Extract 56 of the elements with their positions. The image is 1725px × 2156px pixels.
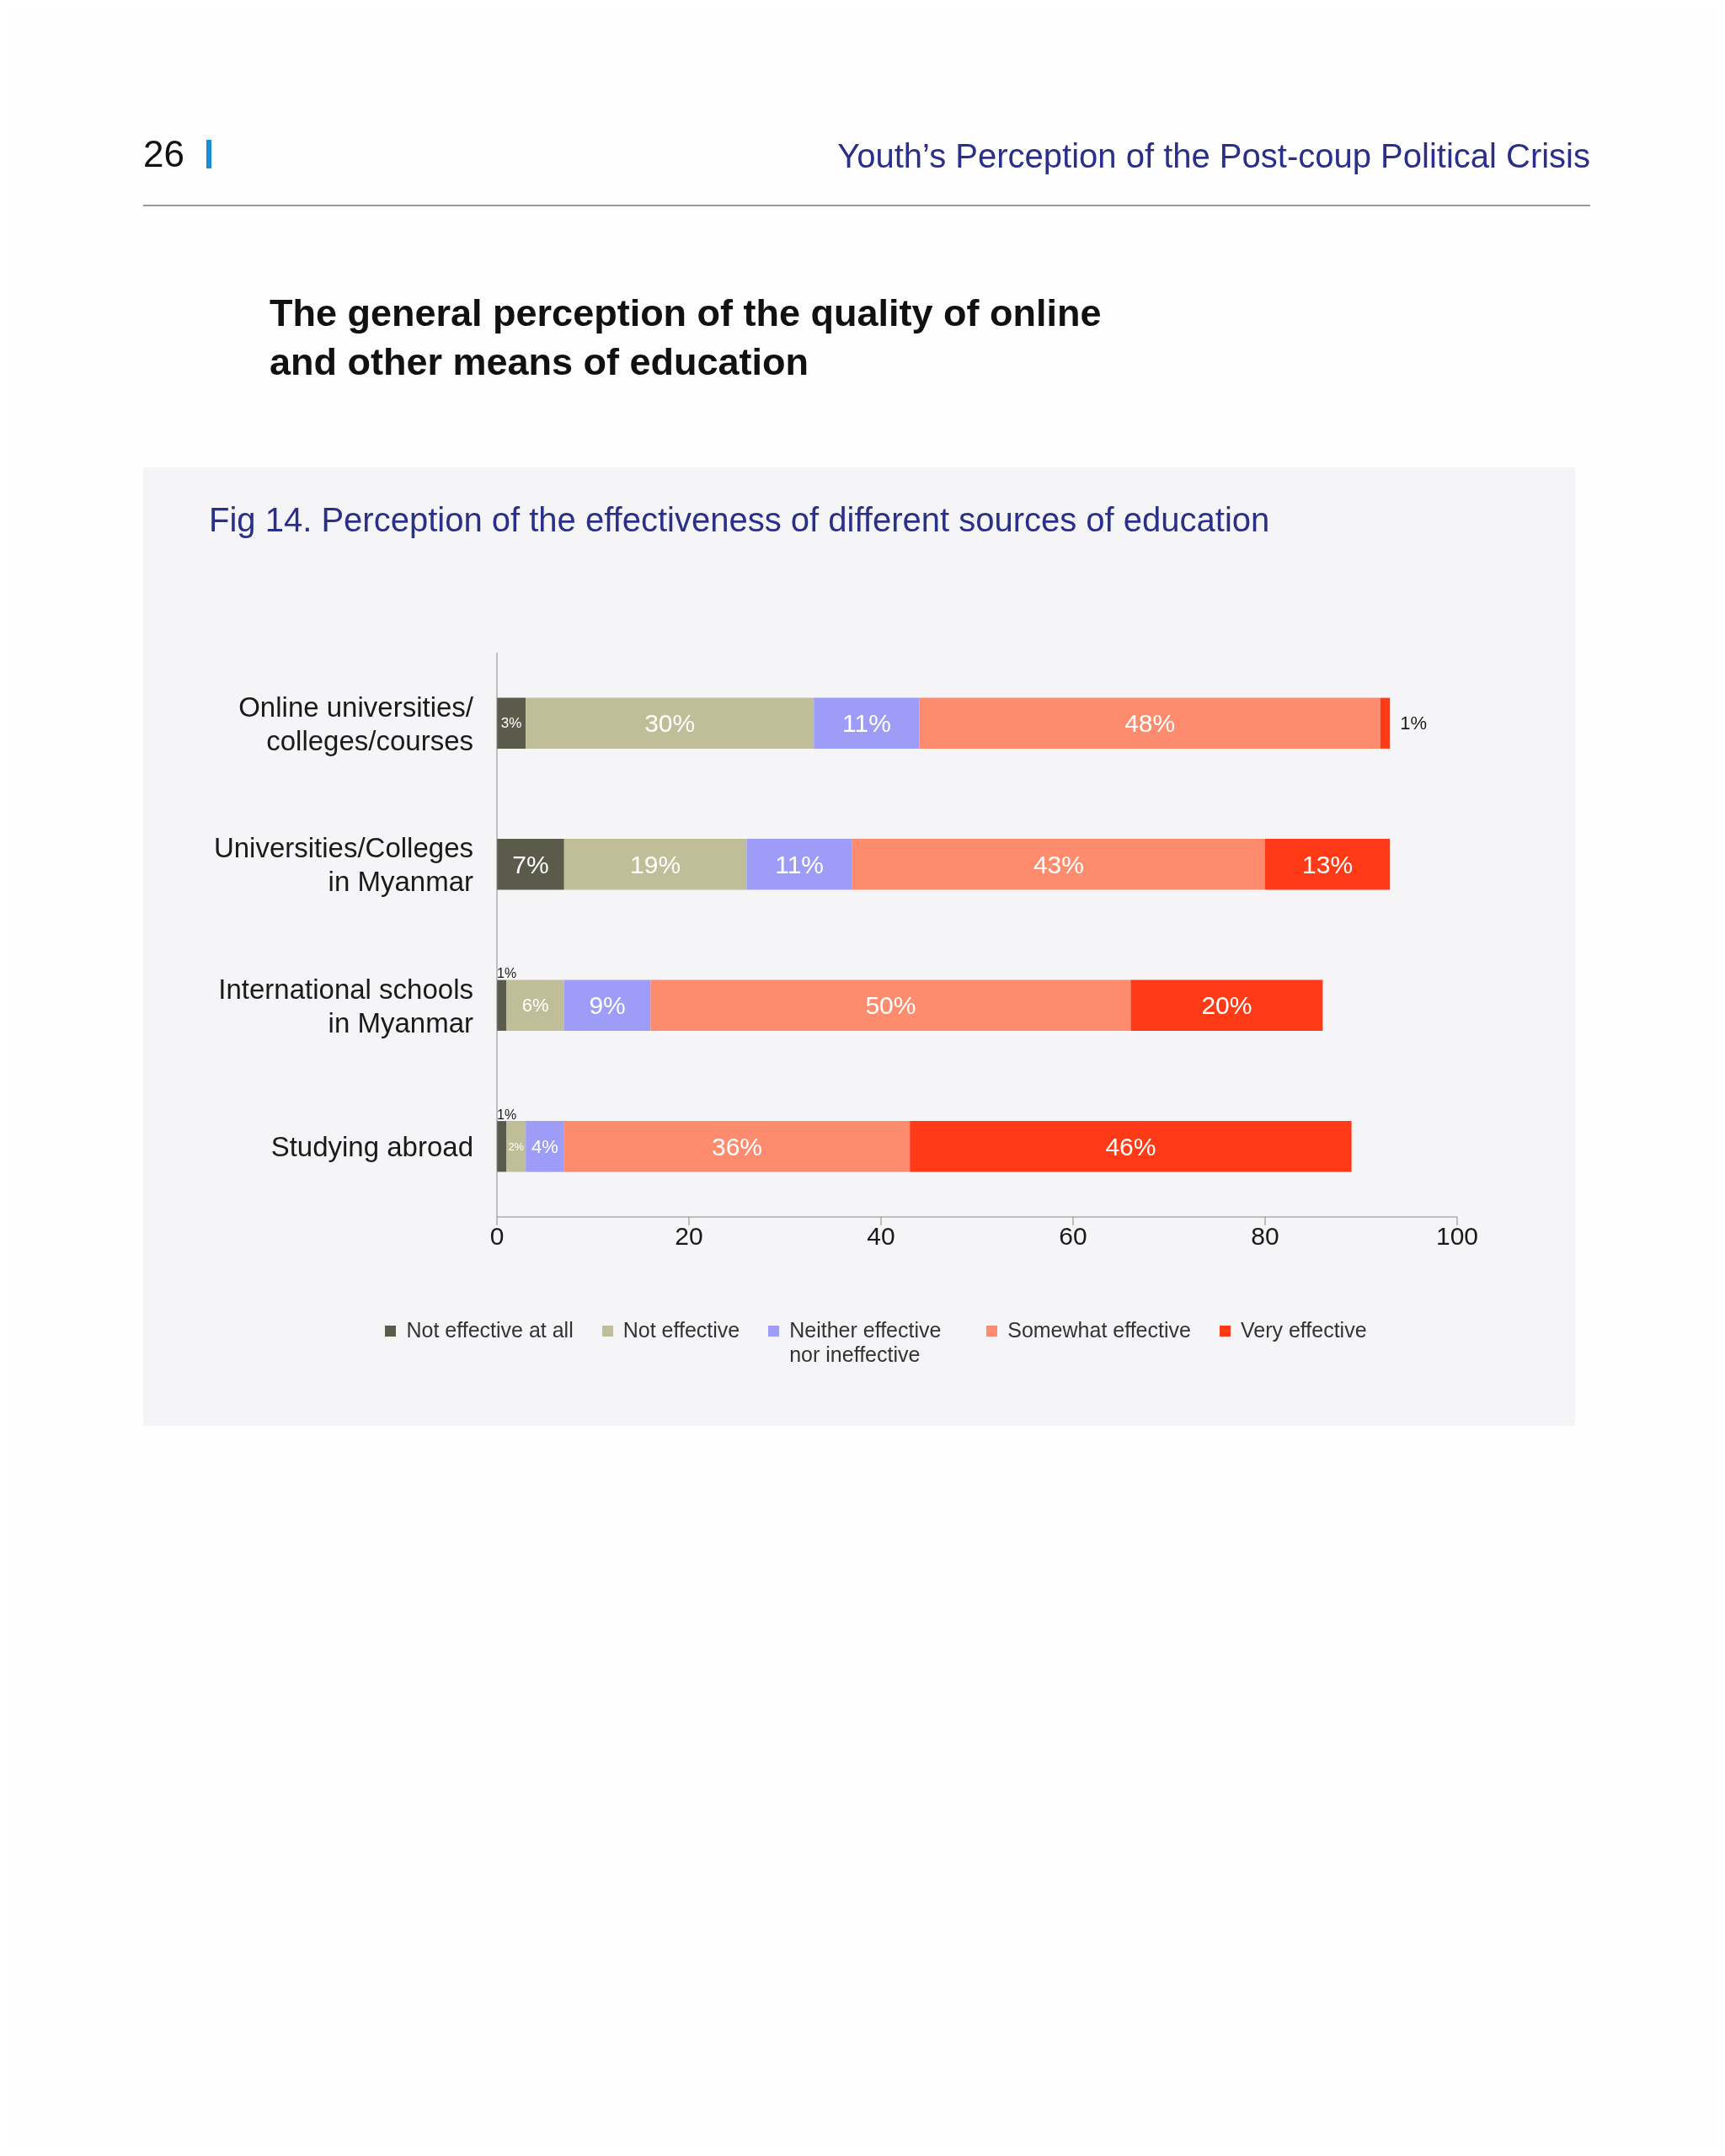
bar <box>910 1121 1352 1172</box>
data-label: 1% <box>1400 712 1427 734</box>
y-tick-label: Universities/Colleges in Myanmar <box>213 831 473 897</box>
data-label: 9% <box>589 991 626 1020</box>
data-label: 4% <box>531 1135 558 1157</box>
data-label: 1% <box>497 966 517 981</box>
data-label: 11% <box>775 850 825 878</box>
x-tick-label: 60 <box>1059 1222 1087 1251</box>
text: 26 <box>143 133 184 175</box>
legend-label: Somewhat effective <box>1007 1318 1191 1342</box>
data-label: 50% <box>865 991 916 1020</box>
data-label: 36% <box>711 1132 763 1161</box>
bar <box>563 1121 911 1172</box>
data-label: 2% <box>508 1139 525 1153</box>
bar <box>1265 839 1391 890</box>
bar <box>814 697 920 749</box>
bar <box>526 697 814 749</box>
x-tick-label: 80 <box>1251 1222 1279 1251</box>
x-tick-label: 0 <box>489 1222 505 1251</box>
bar <box>506 1121 526 1172</box>
bar <box>852 839 1265 890</box>
bar <box>526 1121 564 1172</box>
text: The general perception of the quality of online and other means of education <box>270 291 1103 385</box>
data-label: 1% <box>497 1107 517 1122</box>
bar <box>563 979 651 1031</box>
data-label: 3% <box>500 715 522 732</box>
data-label: 19% <box>630 850 681 878</box>
x-tick-label: 100 <box>1435 1222 1479 1251</box>
legend-label: Neither effective nor ineffective <box>789 1318 943 1367</box>
chart-title: Fig 14. Perception of the effectiveness of different sources of education <box>209 501 1270 539</box>
data-label: 43% <box>1033 850 1084 878</box>
bar <box>919 697 1381 749</box>
bar <box>650 979 1131 1031</box>
legend-label: Not effective <box>622 1318 740 1342</box>
bar <box>1380 697 1391 749</box>
bar <box>1130 979 1323 1031</box>
y-tick-label: Studying abroad <box>270 1130 473 1162</box>
data-label: 13% <box>1302 850 1354 878</box>
data-label: 6% <box>521 995 549 1017</box>
text: Youth’s Perception of the Post-coup Political Crisis <box>837 137 1590 175</box>
bar <box>506 979 564 1031</box>
x-tick-label: 40 <box>867 1222 895 1251</box>
y-tick-label: International schools in Myanmar <box>218 973 473 1038</box>
legend-label: Very effective <box>1240 1318 1367 1342</box>
y-tick-label: Online universities/ colleges/courses <box>238 691 474 756</box>
bar <box>563 839 747 890</box>
data-label: 46% <box>1105 1132 1156 1161</box>
x-tick-label: 20 <box>675 1222 703 1251</box>
data-label: 20% <box>1201 991 1252 1020</box>
data-label: 11% <box>841 709 891 738</box>
data-label: 30% <box>644 709 696 738</box>
legend-label: Not effective at all <box>406 1318 574 1342</box>
bar <box>497 839 564 890</box>
data-label: 48% <box>1124 709 1176 738</box>
bar <box>746 839 852 890</box>
data-label: 7% <box>512 850 549 878</box>
